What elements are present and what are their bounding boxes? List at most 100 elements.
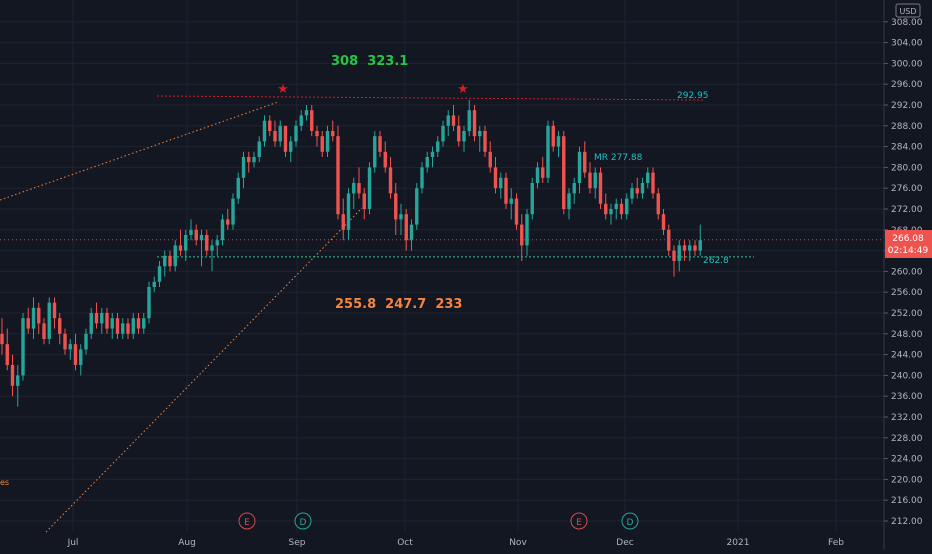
event-marker-earnings[interactable]: E [570,512,588,530]
candle-body [420,167,424,189]
candle [278,120,282,147]
candle [320,131,324,157]
candle-body [362,193,366,209]
candle [572,177,576,204]
candle-body [68,344,72,350]
candle [415,183,419,230]
candle-body [562,136,566,209]
candle [546,120,550,183]
candle [336,125,340,220]
candle [530,177,534,220]
candle [157,261,162,287]
candle-body [168,255,172,267]
candle [420,162,424,194]
candle-body [283,125,288,152]
candle [58,313,62,345]
candle-body [325,131,330,152]
candle [598,167,603,209]
candle-body [52,302,57,319]
candle-body [31,307,36,329]
event-marker-dividend[interactable]: D [294,512,312,530]
candle-body [346,193,351,230]
time-tick-label: Nov [509,538,527,548]
candle-body [409,224,414,241]
candle [399,203,403,235]
candle-body [451,115,456,126]
event-marker-earnings[interactable]: E [238,512,256,530]
candle [210,240,214,272]
drawings [0,95,884,533]
candle-body [199,235,204,241]
candles [0,99,702,407]
support-level-label: 262.8 [703,256,729,266]
candle-body [441,125,445,142]
candle-body [399,214,403,220]
current-price-value: 266.08 [892,234,924,244]
candle [619,198,624,220]
lower-trendline[interactable] [45,207,363,533]
candle [488,141,492,173]
candle [73,333,78,371]
candle [341,198,345,241]
candle [425,151,429,173]
candle-body [5,344,9,365]
candle-body [289,141,293,152]
candle-body [609,209,613,215]
candle [520,214,524,261]
candle [100,307,104,334]
candle [0,318,4,355]
upper-trendline[interactable] [0,101,279,201]
resistance-line[interactable] [156,95,706,101]
candle [541,157,545,183]
currency-badge[interactable] [895,3,921,18]
candle-body [604,203,608,215]
candle [457,115,461,147]
candle-body [598,172,603,204]
star-marker-2: ★ [457,82,469,97]
candle [68,339,72,360]
candle-body [220,219,225,241]
candle-body [0,333,4,345]
candle-body [163,255,167,267]
candle-body [147,287,151,319]
candle-body [656,193,660,215]
price-tick-label: 256.00 [891,288,923,298]
candle [667,224,671,256]
candle-body [257,141,261,157]
candle [299,110,303,131]
price-tick-label: 224.00 [891,455,923,465]
candle [436,136,440,157]
candle-body [499,177,503,189]
candle-body [142,318,146,329]
candle [504,172,508,209]
candle-body [89,313,93,334]
candle-body [84,333,88,350]
candle-body [661,214,666,230]
candle-body [614,203,618,209]
candle [94,302,99,329]
candle-body [646,172,650,183]
candle-body [352,183,356,194]
candle-body [635,188,639,194]
price-tick-label: 228.00 [891,434,923,444]
candle [472,105,477,142]
candle-body [100,313,104,324]
time-axis[interactable]: Jul Aug Sep Oct Nov Dec 2021 Feb [67,538,845,548]
currency-label: USD [899,7,916,16]
event-marker-dividend[interactable]: D [621,512,639,530]
candle [661,209,666,235]
candle-body [278,125,282,142]
candle-body [467,110,471,131]
candle [357,167,361,199]
candle-body [698,240,702,251]
candle-body [504,177,508,204]
candle [294,120,298,147]
candle [651,167,655,199]
candle [189,219,193,241]
candle-body [268,120,272,131]
candle [362,188,366,220]
candle [257,136,261,163]
candle [173,240,177,272]
